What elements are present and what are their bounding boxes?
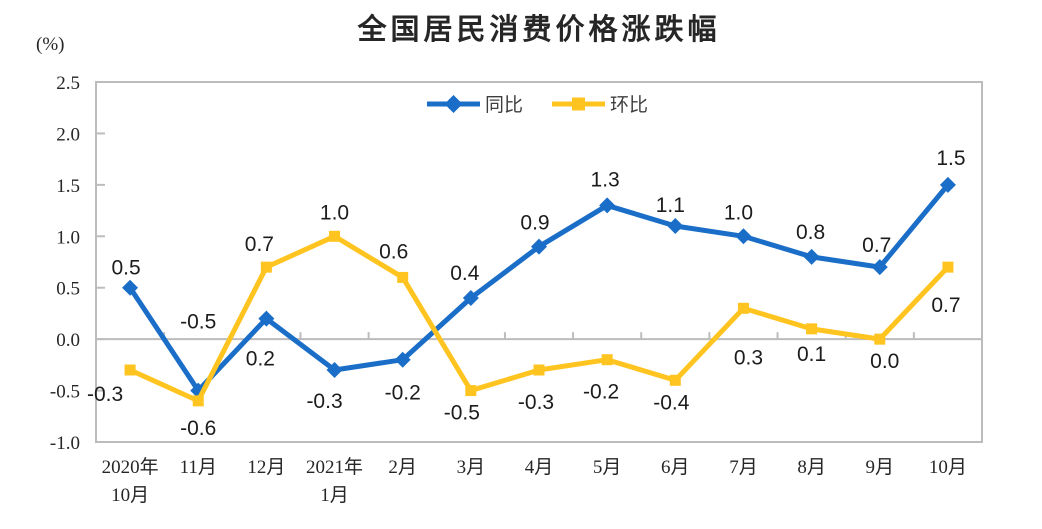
- y-axis-tick-label: 1.5: [56, 176, 80, 197]
- x-axis-category-label: 6月: [661, 457, 690, 478]
- mom-data-label: 0.1: [797, 343, 826, 366]
- mom-point-marker: [942, 261, 954, 273]
- mom-point-marker: [806, 323, 818, 335]
- x-axis-category-label: 10月: [111, 485, 149, 506]
- yoy-data-label: -0.3: [306, 390, 342, 413]
- mom-point-marker: [329, 230, 341, 242]
- mom-data-label: 0.3: [734, 346, 763, 369]
- yoy-point-marker: [599, 197, 616, 214]
- mom-data-label: -0.5: [444, 402, 480, 425]
- mom-data-label: -0.2: [583, 381, 619, 404]
- yoy-data-label: -0.5: [180, 311, 216, 334]
- mom-data-label: -0.3: [518, 391, 554, 414]
- yoy-point-marker: [394, 351, 411, 368]
- x-axis-category-label: 9月: [866, 457, 895, 478]
- yoy-point-marker: [667, 218, 684, 234]
- mom-point-marker: [737, 302, 749, 314]
- mom-data-label: -0.3: [87, 383, 123, 406]
- yoy-data-label: 0.7: [862, 234, 891, 257]
- yoy-data-label: 1.5: [936, 147, 965, 170]
- yoy-point-marker: [326, 362, 343, 378]
- yoy-point-marker: [871, 259, 888, 276]
- mom-data-label: -0.6: [180, 417, 216, 440]
- yoy-point-marker: [122, 279, 139, 296]
- yoy-point-marker: [258, 310, 275, 327]
- legend-label-yoy: 同比: [485, 94, 523, 116]
- yoy-point-marker: [531, 238, 547, 255]
- mom-point-marker: [124, 364, 136, 376]
- mom-point-marker: [874, 333, 886, 345]
- mom-point-marker: [601, 354, 613, 366]
- x-axis-category-label: 8月: [797, 457, 826, 478]
- y-axis-tick-label: 2.5: [56, 73, 80, 94]
- x-axis-category-label: 3月: [457, 457, 486, 478]
- x-axis-category-label: 2020年: [102, 456, 159, 478]
- x-axis-category-label: 10月: [929, 457, 967, 478]
- yoy-data-label: 1.0: [724, 201, 753, 224]
- yoy-data-label: 0.8: [796, 221, 825, 244]
- plot-border: [95, 81, 983, 443]
- mom-data-label: 0.0: [870, 350, 899, 373]
- mom-point-marker: [192, 395, 204, 407]
- yoy-data-label: -0.2: [385, 382, 421, 405]
- legend-marker-yoy: [444, 95, 463, 113]
- mom-data-label: 0.7: [931, 294, 960, 317]
- chart-title: 全国居民消费价格涨跌幅: [357, 14, 721, 46]
- x-axis-category-label: 4月: [525, 457, 554, 478]
- mom-data-label: -0.4: [653, 391, 690, 414]
- y-axis-unit-label: (%): [36, 34, 65, 55]
- y-axis-tick-label: 0.0: [56, 330, 80, 351]
- yoy-data-label: 0.5: [111, 257, 140, 280]
- y-axis-tick-label: -1.0: [50, 433, 80, 454]
- yoy-data-label: 0.2: [246, 348, 275, 371]
- yoy-data-label: 0.9: [520, 212, 549, 235]
- yoy-data-label: 1.1: [656, 194, 685, 217]
- y-axis-tick-label: 1.0: [56, 227, 80, 248]
- mom-data-label: 0.6: [379, 240, 408, 263]
- y-axis-tick-label: -0.5: [50, 382, 80, 403]
- mom-point-marker: [397, 271, 409, 283]
- yoy-point-marker: [939, 176, 956, 193]
- yoy-data-label: 0.4: [450, 262, 480, 285]
- x-axis-category-label: 7月: [729, 457, 758, 478]
- mom-data-label: 0.7: [245, 233, 274, 256]
- x-axis-category-label: 1月: [320, 485, 349, 506]
- mom-point-marker: [465, 385, 477, 397]
- legend-marker-mom: [572, 97, 585, 111]
- legend-label-mom: 环比: [610, 94, 648, 116]
- mom-point-marker: [533, 364, 545, 376]
- yoy-data-label: 1.3: [591, 168, 620, 191]
- x-axis-category-label: 11月: [180, 457, 217, 478]
- y-axis-tick-label: 2.0: [56, 124, 80, 145]
- mom-point-marker: [260, 261, 272, 273]
- x-axis-category-label: 5月: [593, 457, 622, 478]
- x-axis-category-label: 2月: [388, 457, 417, 478]
- y-axis-tick-label: 0.5: [56, 279, 80, 300]
- mom-data-label: 1.0: [320, 201, 349, 224]
- yoy-point-marker: [803, 248, 820, 265]
- x-axis-category-label: 2021年: [306, 456, 363, 478]
- yoy-point-marker: [462, 290, 479, 306]
- yoy-point-marker: [735, 228, 752, 245]
- x-axis-category-label: 12月: [247, 457, 285, 478]
- mom-point-marker: [669, 374, 681, 386]
